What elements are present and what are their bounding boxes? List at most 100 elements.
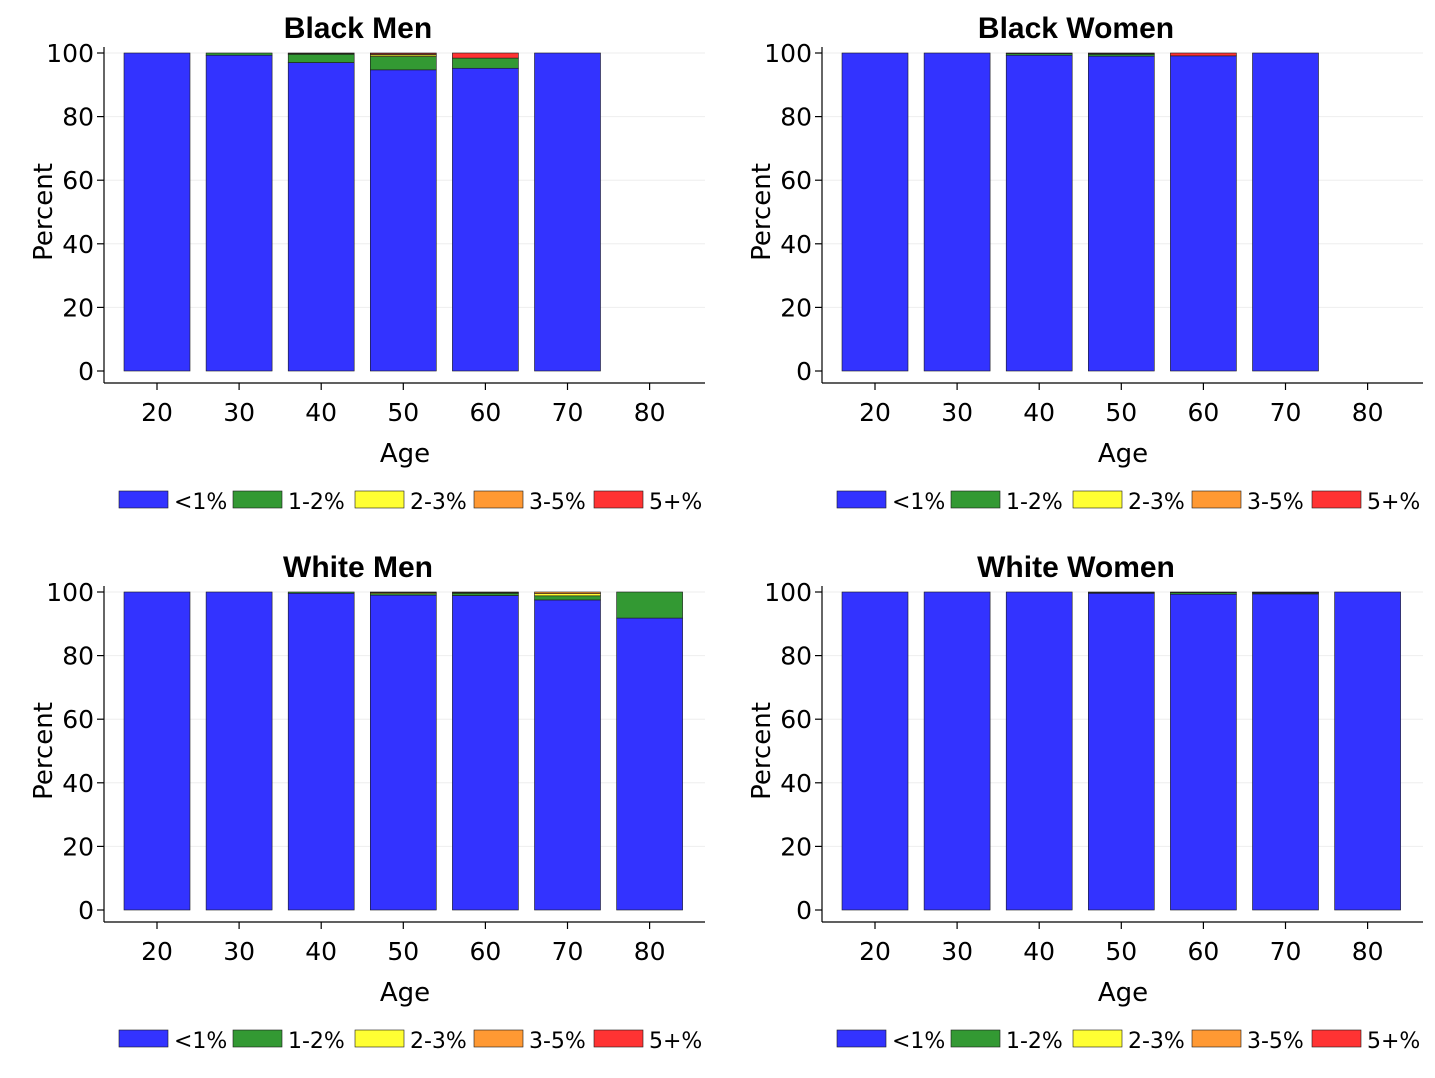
x-tick-label: 40	[1023, 398, 1055, 427]
bar-60-lt-1pct	[452, 67, 519, 372]
bar-30-lt-1pct	[923, 591, 991, 911]
y-tick-label: 60	[780, 166, 812, 195]
legend-label-3-5pct: 3-5%	[529, 1029, 586, 1054]
x-tick-label: 40	[1023, 937, 1055, 966]
bar-60-3-5pct	[452, 591, 519, 593]
legend-label-3-5pct: 3-5%	[1247, 490, 1304, 515]
chart-title: Black Women	[978, 12, 1174, 45]
y-tick-label: 20	[62, 293, 94, 322]
legend-swatch-5pluspct	[593, 1029, 644, 1048]
y-tick-label: 60	[62, 166, 94, 195]
bar-40-3-5pct	[287, 52, 355, 54]
legend-swatch-1-2pct	[232, 490, 283, 509]
bar-20-lt-1pct	[123, 591, 191, 911]
legend-swatch-5pluspct	[1311, 1029, 1362, 1048]
bar-80-lt-1pct	[1334, 591, 1401, 911]
x-tick-label: 70	[1270, 398, 1302, 427]
chart-panel-black-men: 0 20 40 60 80 100 20 30 40 50 60 70 80 Black Men Age Pe…	[0, 0, 717, 539]
legend-swatch-1-2pct	[950, 490, 1001, 509]
legend-label-lt-1pct: <1%	[174, 1029, 227, 1054]
x-tick-label: 80	[1352, 398, 1384, 427]
legend-label-2-3pct: 2-3%	[410, 490, 467, 515]
y-tick-label: 80	[62, 103, 94, 132]
bar-20-lt-1pct	[841, 52, 909, 372]
bar-70-3-5pct	[1252, 591, 1319, 593]
bar-80-lt-1pct	[616, 617, 683, 911]
chart-svg: 0 20 40 60 80 100 20 30 40 50 60 70 80 Black Men Age Pe…	[29, 12, 705, 515]
bar-60-lt-1pct	[1170, 55, 1237, 372]
chart-title: White Men	[283, 551, 433, 584]
x-tick-label: 30	[941, 398, 973, 427]
x-tick-label: 30	[223, 398, 255, 427]
x-tick-label: 50	[387, 937, 419, 966]
chart-svg: 0 20 40 60 80 100 20 30 40 50 60 70 80 White Men Age Pe…	[29, 551, 705, 1054]
legend-label-2-3pct: 2-3%	[1128, 490, 1185, 515]
bar-40-lt-1pct	[287, 62, 355, 372]
bar-40-lt-1pct	[1005, 54, 1073, 372]
bar-30-1-2pct	[205, 52, 273, 56]
legend-swatch-2-3pct	[354, 490, 405, 509]
legend-swatch-3-5pct	[473, 490, 524, 509]
y-tick-label: 100	[46, 578, 94, 607]
bar-60-1-2pct	[452, 592, 519, 596]
y-tick-label: 20	[780, 293, 812, 322]
y-tick-label: 0	[78, 896, 94, 925]
y-tick-label: 100	[764, 39, 812, 68]
bar-70-2-3pct	[534, 593, 601, 597]
x-tick-label: 20	[859, 937, 891, 966]
x-tick-label: 80	[634, 398, 666, 427]
legend-swatch-3-5pct	[473, 1029, 524, 1048]
y-tick-label: 60	[780, 705, 812, 734]
x-tick-label: 50	[387, 398, 419, 427]
x-tick-label: 70	[552, 937, 584, 966]
legend-swatch-2-3pct	[354, 1029, 405, 1048]
bar-50-lt-1pct	[1087, 55, 1155, 372]
legend-label-1-2pct: 1-2%	[288, 490, 345, 515]
bar-60-5pluspct	[1170, 52, 1237, 57]
bar-70-3-5pct	[534, 591, 601, 594]
x-tick-label: 50	[1105, 398, 1137, 427]
bar-40-2-3pct	[1005, 52, 1073, 54]
legend-label-5pluspct: 5+%	[649, 490, 702, 515]
legend-swatch-1-2pct	[950, 1029, 1001, 1048]
y-tick-label: 80	[62, 642, 94, 671]
bar-70-lt-1pct	[534, 52, 601, 372]
legend-swatch-1-2pct	[232, 1029, 283, 1048]
bar-50-5pluspct	[369, 52, 437, 55]
legend-label-3-5pct: 3-5%	[529, 490, 586, 515]
bar-50-3-5pct	[369, 591, 437, 593]
chart-svg: 0 20 40 60 80 100 20 30 40 50 60 70 80 White Women Age…	[747, 551, 1423, 1054]
y-tick-label: 40	[62, 769, 94, 798]
chart-panel-white-women: 0 20 40 60 80 100 20 30 40 50 60 70 80 White Women Age…	[718, 539, 1435, 1078]
y-tick-label: 100	[764, 578, 812, 607]
y-tick-label: 40	[780, 769, 812, 798]
y-axis-label: Percent	[29, 163, 59, 261]
bar-30-lt-1pct	[205, 591, 273, 911]
legend-swatch-2-3pct	[1072, 490, 1123, 509]
x-tick-label: 50	[1105, 937, 1137, 966]
y-tick-label: 20	[780, 832, 812, 861]
y-tick-label: 80	[780, 103, 812, 132]
x-tick-label: 30	[941, 937, 973, 966]
x-tick-label: 20	[141, 398, 173, 427]
bar-60-1-2pct	[452, 57, 519, 69]
bar-70-1-2pct	[534, 595, 601, 601]
legend-swatch-5pluspct	[593, 490, 644, 509]
x-tick-label: 40	[305, 937, 337, 966]
y-tick-label: 40	[62, 230, 94, 259]
x-axis-label: Age	[380, 978, 430, 1008]
bar-60-lt-1pct	[452, 595, 519, 911]
bar-60-lt-1pct	[1170, 593, 1237, 911]
legend-label-2-3pct: 2-3%	[410, 1029, 467, 1054]
x-tick-label: 20	[141, 937, 173, 966]
chart-panel-black-women: 0 20 40 60 80 100 20 30 40 50 60 70 80 Black Women Age…	[718, 0, 1435, 539]
legend-label-lt-1pct: <1%	[174, 490, 227, 515]
legend-swatch-lt-1pct	[836, 1029, 887, 1048]
chart-title: White Women	[977, 551, 1175, 584]
bar-50-2-3pct	[1087, 591, 1155, 593]
legend-label-lt-1pct: <1%	[892, 1029, 945, 1054]
legend-label-5pluspct: 5+%	[649, 1029, 702, 1054]
bar-20-lt-1pct	[123, 52, 191, 372]
y-axis-label: Percent	[29, 702, 59, 800]
y-tick-label: 0	[78, 357, 94, 386]
